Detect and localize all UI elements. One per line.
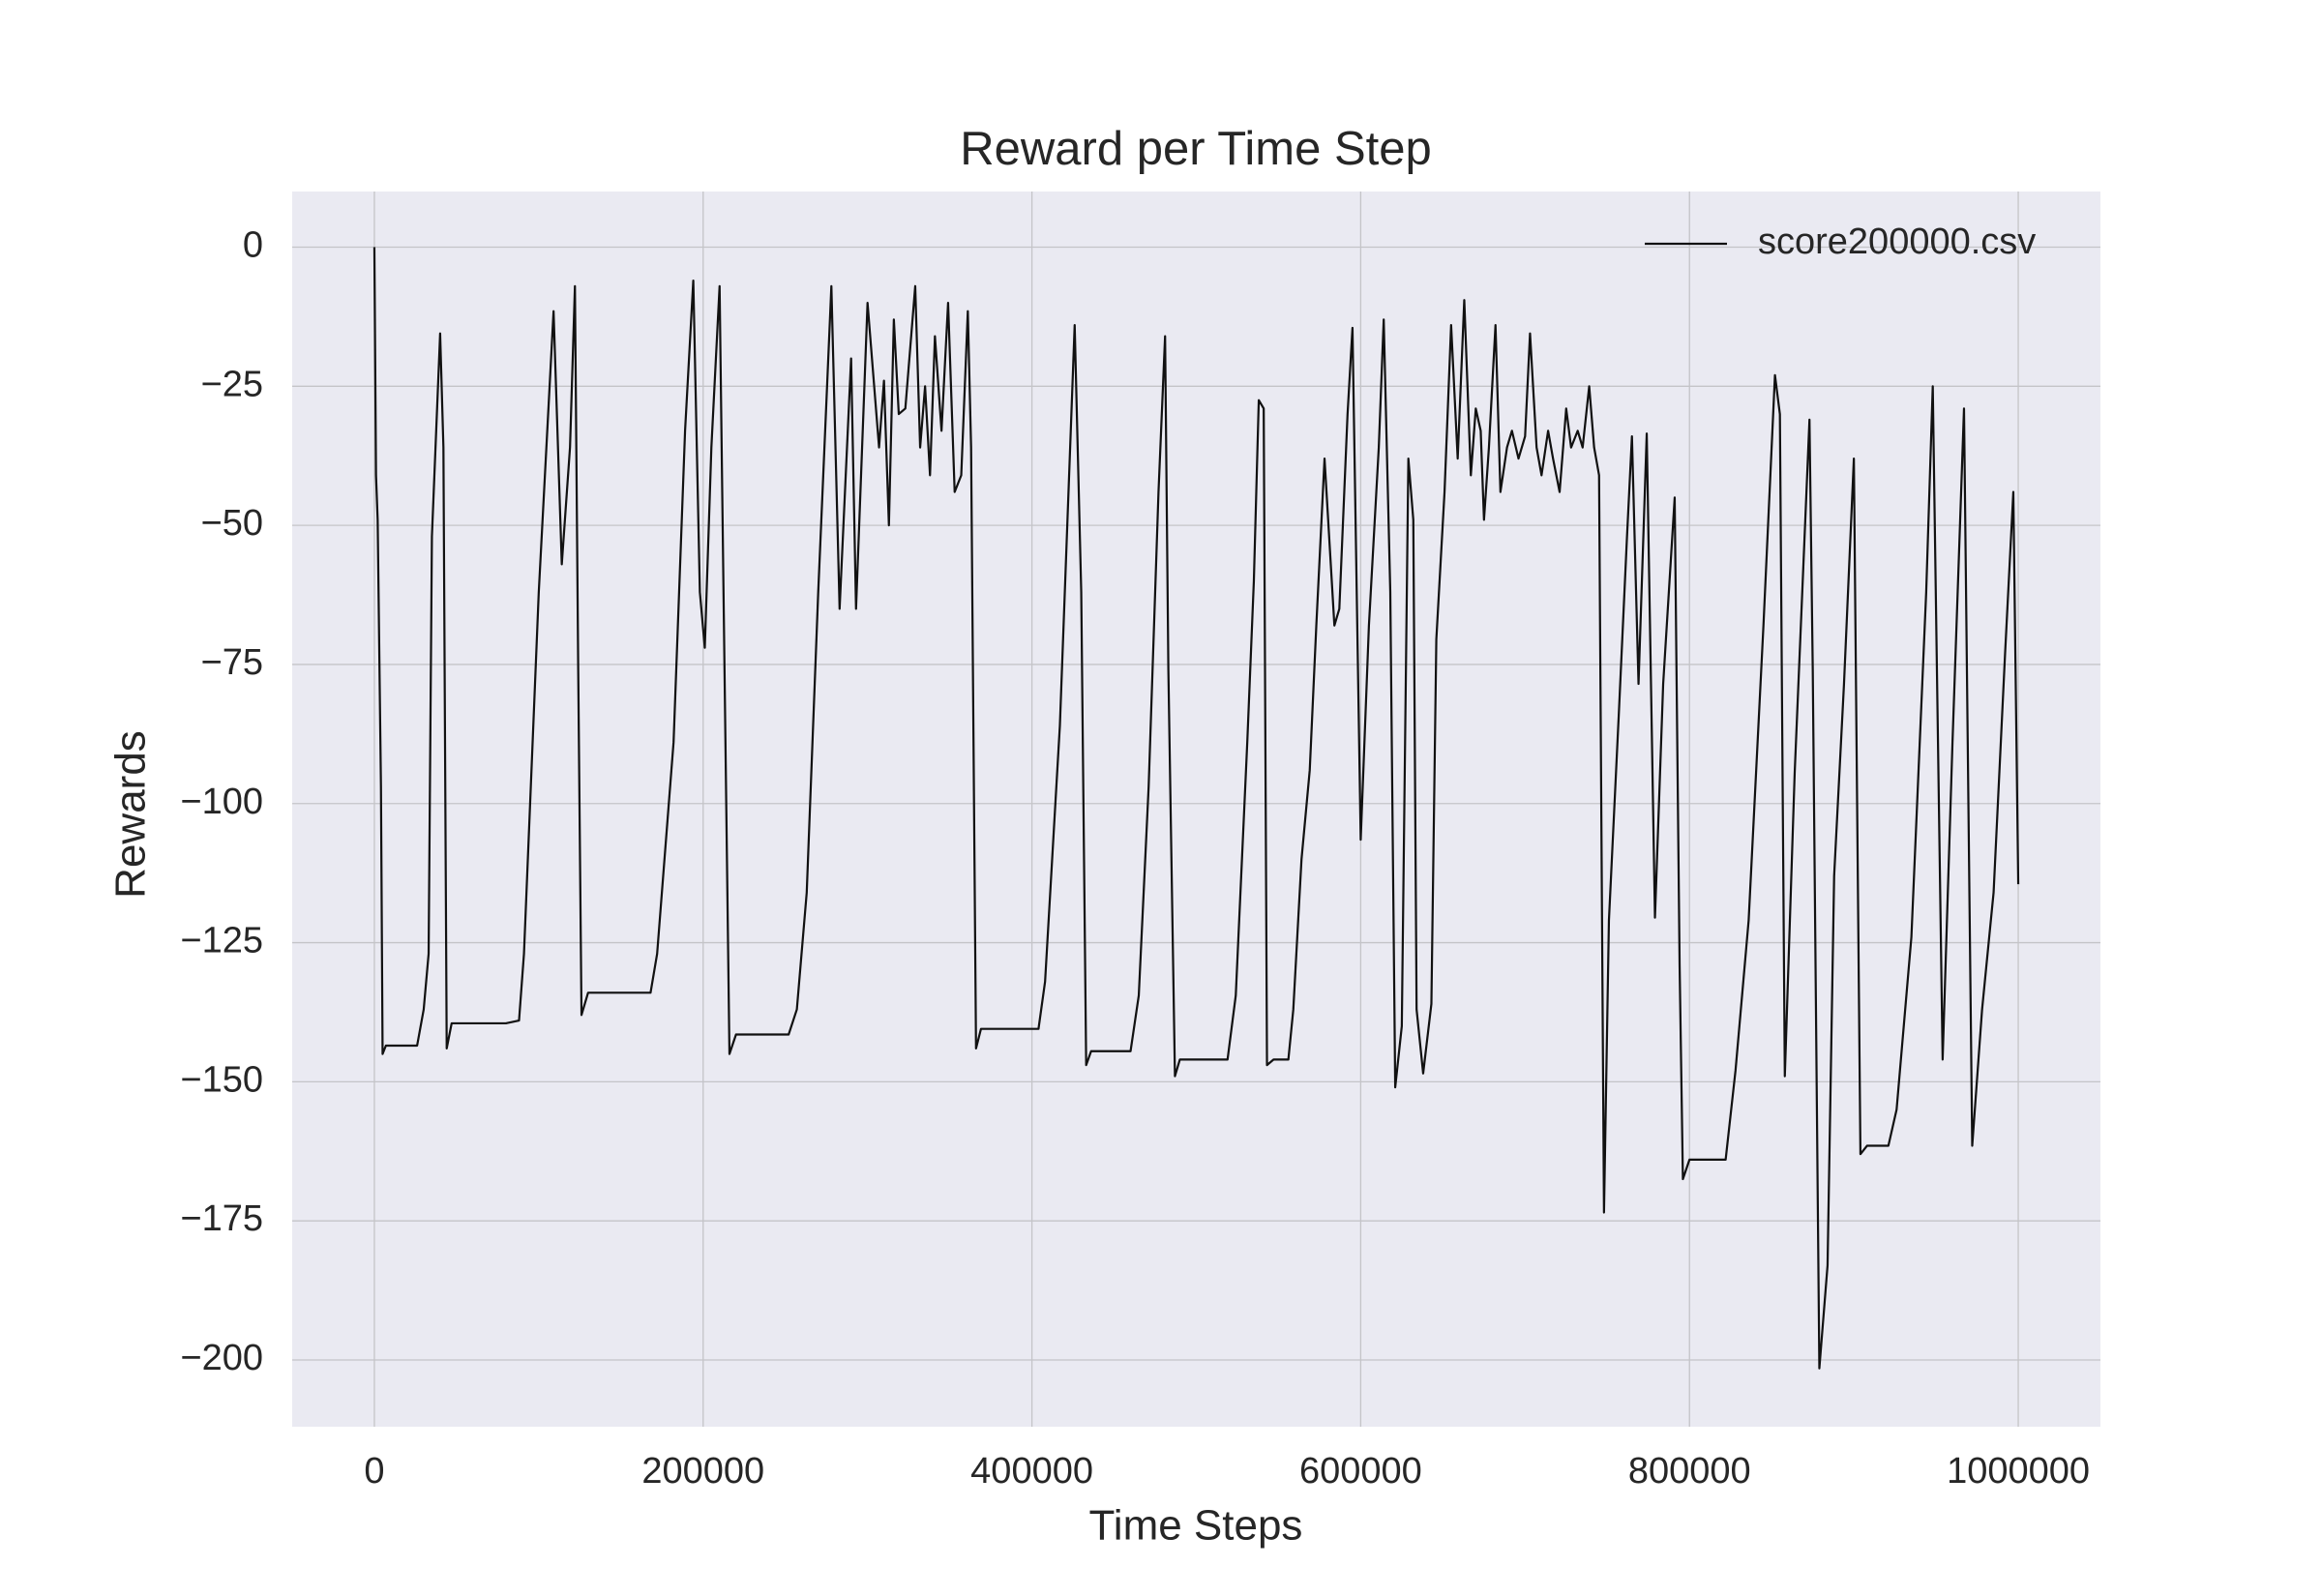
- y-tick-label: −100: [180, 782, 263, 822]
- y-tick-label: −50: [201, 503, 263, 544]
- x-tick-label: 0: [364, 1451, 384, 1492]
- y-tick-label: −150: [180, 1059, 263, 1100]
- y-tick-label: 0: [243, 225, 263, 266]
- x-axis-label: Time Steps: [1089, 1502, 1303, 1550]
- y-tick-label: −175: [180, 1198, 263, 1239]
- chart-title: Reward per Time Step: [960, 123, 1432, 175]
- series-line: [372, 247, 2020, 1370]
- y-tick-label: −125: [180, 921, 263, 961]
- x-tick-label: 800000: [1628, 1451, 1751, 1492]
- x-tick-label: 400000: [970, 1451, 1093, 1492]
- y-axis-label: Rewards: [107, 730, 155, 899]
- y-tick-label: −25: [201, 364, 263, 404]
- y-tick-label: −75: [201, 642, 263, 683]
- x-tick-label: 600000: [1299, 1451, 1422, 1492]
- legend-label: score200000.csv: [1758, 222, 2036, 262]
- plot-area: [292, 192, 2100, 1427]
- x-tick-label: 200000: [641, 1451, 764, 1492]
- x-tick-label: 1000000: [1947, 1451, 2090, 1492]
- y-tick-label: −200: [180, 1338, 263, 1378]
